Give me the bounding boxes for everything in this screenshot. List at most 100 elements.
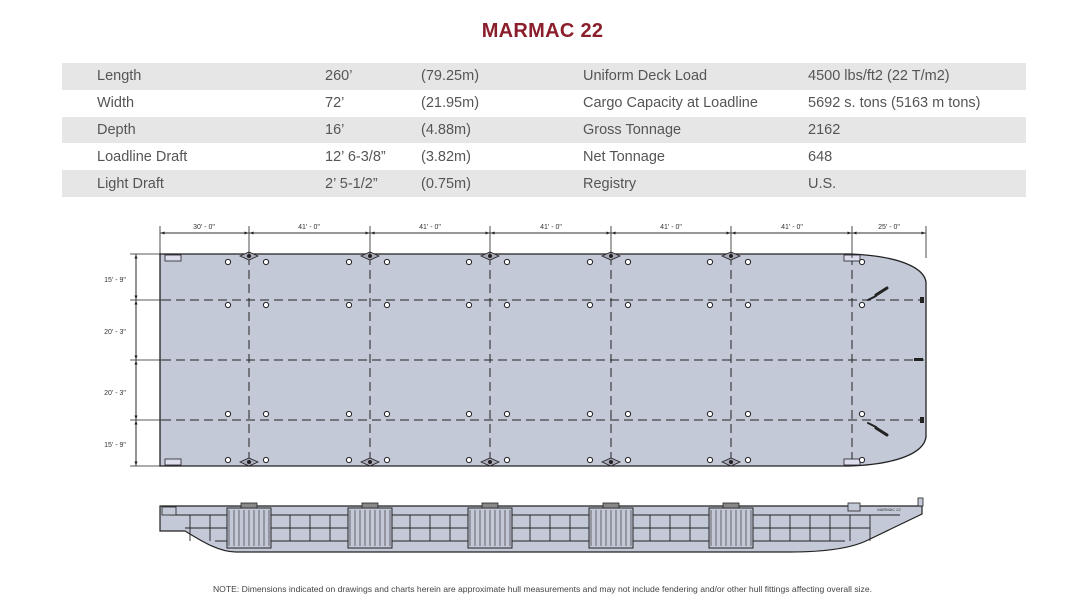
specs-table: Length 260’ (79.25m) Uniform Deck Load 4…: [62, 63, 1026, 197]
page-title: MARMAC 22: [481, 20, 604, 42]
spec-value-2: 2162: [808, 116, 1026, 144]
spec-metric: (79.25m): [421, 63, 583, 90]
corner-cleat: [164, 254, 182, 262]
bitt-pin: [368, 460, 372, 464]
length-dimensions: 30' - 0" 41' - 0" 41' - 0" 41' - 0" 41' …: [159, 224, 927, 258]
spec-label: Length: [62, 63, 325, 90]
deck-fitting: [383, 456, 391, 464]
dim-label: 41' - 0": [540, 224, 562, 231]
hull-marking: MARMAC 22: [877, 507, 901, 512]
side-bitt: [481, 502, 499, 509]
bitt-pin: [609, 460, 613, 464]
bow-chock: [914, 358, 923, 361]
dim-label: 20' - 3": [104, 390, 126, 397]
deck-fitting: [345, 410, 353, 418]
dim-label: 41' - 0": [298, 224, 320, 231]
spec-metric: (4.88m): [421, 116, 583, 144]
deck-fitting: [224, 301, 232, 309]
deck-fitting: [624, 301, 632, 309]
deck-fitting: [465, 410, 473, 418]
spec-metric: (0.75m): [421, 170, 583, 197]
hull-profile: [159, 505, 923, 553]
dim-label: 20' - 3": [104, 329, 126, 336]
bow-fairlead: [867, 422, 877, 428]
dim-label: 41' - 0": [419, 224, 441, 231]
dim-label: 41' - 0": [781, 224, 803, 231]
side-bitt: [361, 502, 379, 509]
deck-fitting: [744, 301, 752, 309]
spec-imperial: 72’: [325, 89, 421, 117]
table-row: Length 260’ (79.25m) Uniform Deck Load 4…: [62, 63, 1026, 90]
deck-fitting: [503, 456, 511, 464]
bitt-pin: [488, 460, 492, 464]
side-bow-fitting: [847, 502, 861, 512]
side-bow-post: [917, 497, 924, 507]
deck-fitting: [624, 258, 632, 266]
deck-fitting: [586, 258, 594, 266]
deck-fitting: [744, 410, 752, 418]
bow-chock: [920, 417, 924, 423]
spec-label-2: Cargo Capacity at Loadline: [583, 89, 808, 117]
deck-fitting: [465, 258, 473, 266]
deck-fitting: [345, 301, 353, 309]
bow-fairlead: [874, 426, 889, 437]
bitt-pin: [247, 460, 251, 464]
spec-metric: (21.95m): [421, 89, 583, 117]
spec-label: Light Draft: [62, 170, 325, 197]
deck-fitting: [858, 410, 866, 418]
deck-fitting: [503, 301, 511, 309]
spec-imperial: 260’: [325, 63, 421, 90]
spec-value-2: 648: [808, 143, 1026, 171]
deck-fitting: [224, 258, 232, 266]
deck-fitting: [345, 258, 353, 266]
deck-fitting: [858, 456, 866, 464]
side-view: MARMAC 22: [159, 497, 924, 553]
deck-fitting: [465, 301, 473, 309]
deck-fitting: [383, 410, 391, 418]
dim-label: 30' - 0": [193, 224, 215, 231]
dim-label: 41' - 0": [660, 224, 682, 231]
corner-cleat: [843, 458, 861, 466]
deck-fitting: [706, 410, 714, 418]
side-stern-fitting: [161, 506, 177, 516]
table-row: Light Draft 2’ 5-1/2” (0.75m) Registry U…: [62, 170, 1026, 197]
spec-metric: (3.82m): [421, 143, 583, 171]
dim-label: 25' - 0": [878, 224, 900, 231]
deck-fitting: [858, 301, 866, 309]
deck-fitting: [586, 456, 594, 464]
barge-drawing: 30' - 0" 41' - 0" 41' - 0" 41' - 0" 41' …: [104, 224, 927, 553]
deck-fitting: [744, 258, 752, 266]
width-dimensions: 15' - 9" 20' - 3" 20' - 3" 15' - 9": [104, 253, 162, 467]
spec-imperial: 16’: [325, 116, 421, 144]
deck-fitting: [383, 258, 391, 266]
spec-label-2: Net Tonnage: [583, 143, 808, 171]
bitt-pin: [729, 460, 733, 464]
table-row: Loadline Draft 12’ 6-3/8” (3.82m) Net To…: [62, 143, 1026, 171]
table-row: Width 72’ (21.95m) Cargo Capacity at Loa…: [62, 89, 1026, 117]
deck-fitting: [858, 258, 866, 266]
bow-fairlead: [867, 295, 877, 301]
deck-fitting: [465, 456, 473, 464]
spec-label: Loadline Draft: [62, 143, 325, 171]
deck-fitting: [224, 456, 232, 464]
spec-imperial: 2’ 5-1/2”: [325, 170, 421, 197]
deck-fitting: [262, 301, 270, 309]
footnote: NOTE: Dimensions indicated on drawings a…: [212, 584, 873, 594]
deck-fitting: [503, 258, 511, 266]
deck-fitting: [744, 456, 752, 464]
deck-fitting: [624, 456, 632, 464]
plan-view: [159, 251, 927, 467]
spec-imperial: 12’ 6-3/8”: [325, 143, 421, 171]
deck-fitting: [624, 410, 632, 418]
spec-label-2: Registry: [583, 170, 808, 197]
side-bitt: [722, 502, 740, 509]
side-bitt: [240, 502, 258, 509]
dim-label: 15' - 9": [104, 277, 126, 284]
deck-fitting: [262, 258, 270, 266]
spec-value-2: 4500 lbs/ft2 (22 T/m2): [808, 63, 1026, 90]
spec-value-2: 5692 s. tons (5163 m tons): [808, 89, 1026, 117]
deck-fitting: [706, 258, 714, 266]
spec-label-2: Uniform Deck Load: [583, 63, 808, 90]
spec-label-2: Gross Tonnage: [583, 116, 808, 144]
deck-fitting: [262, 456, 270, 464]
